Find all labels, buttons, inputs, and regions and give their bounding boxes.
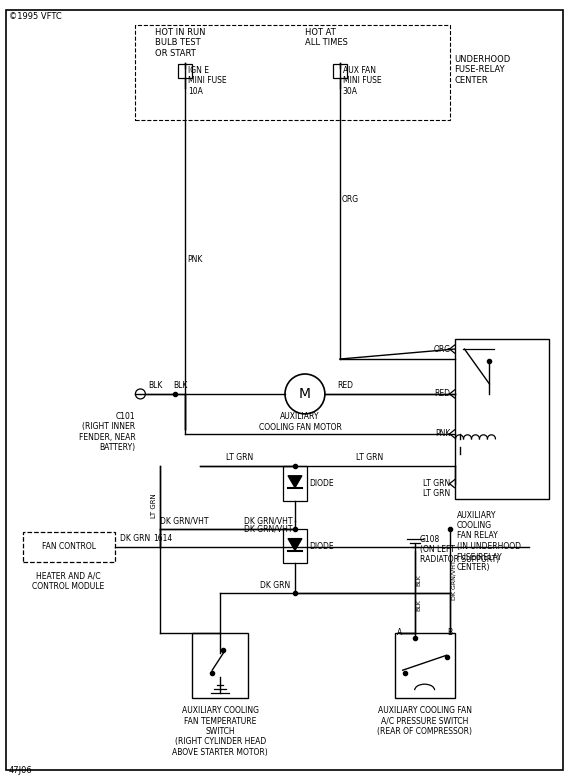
Text: BLK: BLK — [149, 382, 163, 391]
Text: BLK: BLK — [417, 599, 422, 611]
Bar — [178, 64, 192, 78]
Text: RED: RED — [337, 382, 353, 391]
Bar — [283, 465, 307, 500]
Text: IGN E
MINI FUSE
10A: IGN E MINI FUSE 10A — [188, 66, 227, 96]
Text: BLK: BLK — [173, 382, 187, 391]
Bar — [455, 339, 549, 499]
Text: C101
(RIGHT INNER
FENDER, NEAR
BATTERY): C101 (RIGHT INNER FENDER, NEAR BATTERY) — [79, 412, 135, 452]
Text: DK GRN: DK GRN — [260, 581, 290, 590]
Bar — [283, 528, 307, 563]
Text: AUXILIARY COOLING
FAN TEMPERATURE
SWITCH
(RIGHT CYLINDER HEAD
ABOVE STARTER MOTO: AUXILIARY COOLING FAN TEMPERATURE SWITCH… — [172, 706, 268, 757]
Text: M: M — [299, 387, 311, 401]
Text: DK GRN/VHT: DK GRN/VHT — [452, 560, 456, 601]
Text: DK GRN/VHT: DK GRN/VHT — [245, 516, 293, 525]
Text: DK GRN/VHT: DK GRN/VHT — [245, 524, 293, 533]
Text: RED: RED — [435, 389, 451, 399]
Text: LT GRN: LT GRN — [151, 493, 158, 518]
Text: ORG: ORG — [342, 195, 359, 204]
Text: DIODE: DIODE — [309, 479, 333, 488]
Text: LT GRN: LT GRN — [423, 490, 451, 498]
Bar — [192, 633, 248, 699]
Text: PNK: PNK — [435, 430, 451, 438]
Text: DIODE: DIODE — [309, 542, 333, 551]
Bar — [135, 25, 450, 120]
Text: BLK: BLK — [417, 574, 422, 587]
Bar — [395, 633, 455, 699]
Text: AUXILIARY
COOLING FAN MOTOR: AUXILIARY COOLING FAN MOTOR — [258, 413, 341, 432]
Text: 47J06: 47J06 — [9, 766, 32, 775]
Text: AUX FAN
MINI FUSE
30A: AUX FAN MINI FUSE 30A — [343, 66, 381, 96]
Text: ORG: ORG — [434, 344, 451, 354]
Text: LT GRN: LT GRN — [423, 479, 451, 488]
Text: AUXILIARY
COOLING
FAN RELAY
(IN UNDERHOOD
FUSE/RELAY
CENTER): AUXILIARY COOLING FAN RELAY (IN UNDERHOO… — [456, 510, 521, 572]
Text: PNK: PNK — [187, 255, 203, 264]
Text: B: B — [447, 629, 452, 637]
Text: DK GRN/VHT: DK GRN/VHT — [160, 516, 209, 525]
Text: UNDERHOOD
FUSE-RELAY
CENTER: UNDERHOOD FUSE-RELAY CENTER — [455, 55, 511, 85]
Bar — [333, 64, 347, 78]
Text: HEATER AND A/C
CONTROL MODULE: HEATER AND A/C CONTROL MODULE — [32, 571, 105, 591]
Text: HOT AT
ALL TIMES: HOT AT ALL TIMES — [305, 28, 348, 47]
Text: LT GRN: LT GRN — [226, 453, 254, 462]
Text: DK GRN: DK GRN — [121, 534, 151, 543]
Polygon shape — [288, 476, 302, 488]
Text: LT GRN: LT GRN — [356, 453, 384, 462]
Text: AUXILIARY COOLING FAN
A/C PRESSURE SWITCH
(REAR OF COMPRESSOR): AUXILIARY COOLING FAN A/C PRESSURE SWITC… — [377, 706, 472, 736]
Text: G108
(ON LEFT
RADIATOR SUPPORT): G108 (ON LEFT RADIATOR SUPPORT) — [420, 535, 499, 564]
Text: 1614: 1614 — [154, 534, 172, 543]
Bar — [23, 531, 116, 562]
Polygon shape — [288, 538, 302, 551]
Text: ©1995 VFTC: ©1995 VFTC — [9, 12, 61, 21]
Text: HOT IN RUN
BULB TEST
OR START: HOT IN RUN BULB TEST OR START — [155, 28, 206, 57]
Text: A: A — [397, 629, 402, 637]
Text: FAN CONTROL: FAN CONTROL — [42, 542, 96, 551]
